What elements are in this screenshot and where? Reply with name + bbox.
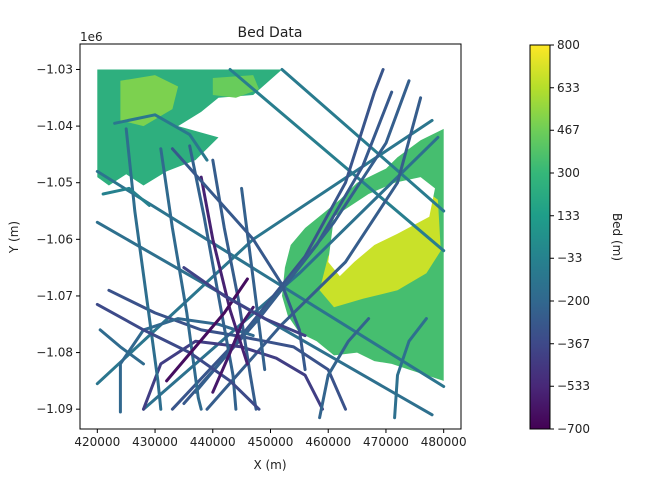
surface-region-east-white-area bbox=[328, 177, 435, 277]
flight-line-nw-arc bbox=[113, 113, 209, 162]
x-tick-label: 420000 bbox=[74, 435, 120, 449]
flight-line-ne-diag-2 bbox=[228, 68, 446, 253]
flight-line-mid-small-2 bbox=[98, 328, 145, 366]
colorbar bbox=[529, 44, 551, 430]
plot-area bbox=[95, 68, 446, 420]
flight-line-ne-diag-1 bbox=[280, 68, 446, 213]
surface-region-northwest-high bbox=[120, 75, 179, 127]
colorbar-tick-label: −533 bbox=[557, 379, 590, 393]
y-axis-label: Y (m) bbox=[7, 221, 21, 254]
colorbar-tick-label: 300 bbox=[557, 166, 580, 180]
y-tick-label: −1.06 bbox=[36, 232, 73, 246]
y-tick-label: −1.08 bbox=[36, 346, 73, 360]
x-tick-label: 460000 bbox=[305, 435, 351, 449]
colorbar-label: Bed (m) bbox=[610, 213, 624, 261]
colorbar-tick-label: −367 bbox=[557, 337, 590, 351]
bed-surface-layer bbox=[97, 69, 444, 381]
colorbar-tick-label: −33 bbox=[557, 251, 582, 265]
y-tick-label: −1.04 bbox=[36, 119, 73, 133]
x-axis-label: X (m) bbox=[253, 458, 286, 472]
flight-line-vertical-4 bbox=[211, 158, 258, 411]
x-tick-label: 450000 bbox=[248, 435, 294, 449]
colorbar-tick-label: 800 bbox=[557, 38, 580, 52]
flight-line-vertical-2 bbox=[159, 147, 203, 411]
colorbar-tick-label: −700 bbox=[557, 422, 590, 436]
flight-line-east-curved-2 bbox=[393, 317, 428, 420]
y-offset-label: 1e6 bbox=[80, 30, 103, 44]
colorbar-ticks: 800 633 467 300 133 −33 −200 −367 −533 −700 bbox=[550, 38, 590, 436]
chart-title: Bed Data bbox=[238, 25, 303, 41]
flight-line-steep-1 bbox=[199, 175, 249, 366]
surface-region-northwest-plateau bbox=[212, 75, 259, 98]
y-axis-ticks: −1.03 −1.04 −1.05 −1.06 −1.07 −1.08 −1.09 bbox=[36, 62, 80, 416]
colorbar-tick-label: −200 bbox=[557, 294, 590, 308]
flight-line-east-curved-1 bbox=[318, 317, 371, 420]
flight-line-curve-1 bbox=[170, 68, 385, 411]
flight-line-arc-mid bbox=[170, 147, 307, 372]
flight-line-mid-small-1 bbox=[101, 186, 151, 207]
flight-lines-layer bbox=[95, 68, 446, 420]
y-tick-label: −1.03 bbox=[36, 62, 73, 76]
flight-line-nw-diag-1 bbox=[95, 169, 446, 388]
x-tick-label: 440000 bbox=[190, 435, 236, 449]
flight-line-vertical-1 bbox=[124, 127, 163, 411]
flight-line-center-thin bbox=[182, 266, 307, 338]
x-tick-label: 470000 bbox=[363, 435, 409, 449]
y-tick-label: −1.07 bbox=[36, 289, 73, 303]
flight-line-sw-ne-2 bbox=[142, 135, 440, 411]
x-tick-label: 480000 bbox=[421, 435, 467, 449]
flight-line-loop-west bbox=[107, 288, 347, 411]
y-tick-label: −1.09 bbox=[36, 402, 73, 416]
flight-line-deep-2 bbox=[211, 305, 255, 394]
flight-line-deep-1 bbox=[165, 277, 249, 383]
x-axis-ticks: 420000 430000 440000 450000 460000 470000 4800… bbox=[74, 429, 467, 449]
flight-line-steep-2 bbox=[240, 186, 267, 372]
colorbar-tick-label: 633 bbox=[557, 81, 580, 95]
colorbar-tick-label: 133 bbox=[557, 209, 580, 223]
y-tick-label: −1.05 bbox=[36, 176, 73, 190]
flight-line-curve-3 bbox=[194, 79, 411, 394]
x-tick-label: 430000 bbox=[132, 435, 178, 449]
colorbar-tick-label: 467 bbox=[557, 123, 580, 137]
